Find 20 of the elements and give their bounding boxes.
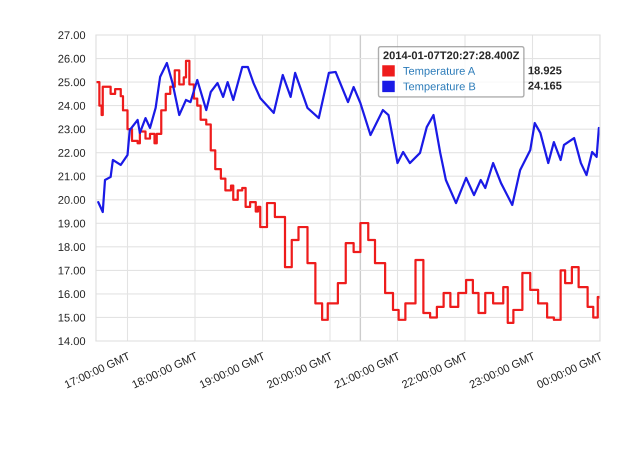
y-tick-label: 23.00 — [58, 125, 86, 134]
y-tick-label: 19.00 — [58, 220, 86, 228]
legend-label: Temperature B — [403, 82, 476, 93]
y-tick-label: 18.00 — [58, 243, 86, 251]
y-tick-label: 22.00 — [58, 148, 86, 157]
y-tick-label: 20.00 — [58, 196, 86, 204]
line-series — [97, 62, 600, 214]
y-tick-label: 25.00 — [58, 78, 86, 86]
annotation: 18.925 — [528, 66, 562, 74]
y-tick-label: 17.00 — [58, 266, 86, 275]
y-tick-label: 15.00 — [58, 314, 86, 322]
y-tick-label: 24.00 — [58, 102, 86, 110]
y-tick-label: 14.00 — [58, 337, 86, 346]
legend-label: Temperature A — [403, 67, 476, 78]
y-tick-label: 21.00 — [58, 172, 86, 180]
legend-title: 2014-01-07T20:27:28.400Z — [383, 51, 520, 60]
annotation: 24.165 — [528, 82, 562, 90]
y-tick-label: 26.00 — [58, 54, 86, 63]
y-tick-label: 27.00 — [58, 31, 86, 40]
y-tick-label: 16.00 — [58, 290, 86, 298]
